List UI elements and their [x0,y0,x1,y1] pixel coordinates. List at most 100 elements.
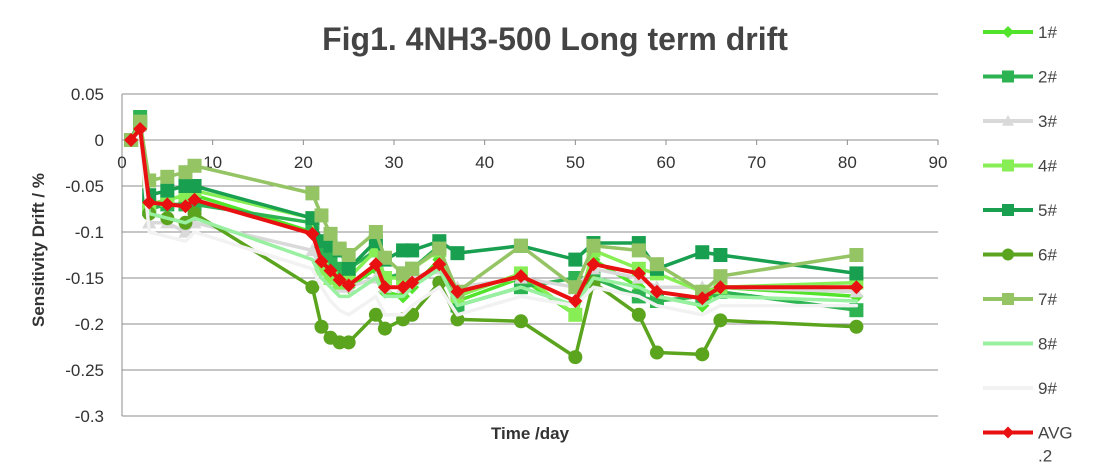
data-point [142,195,157,210]
data-point [323,263,338,278]
y-tick-label: 0 [95,131,104,150]
legend-label: AVG [1038,424,1073,443]
data-point [568,294,583,308]
data-point [133,114,148,129]
data-point [713,248,728,262]
data-point [314,208,329,223]
data-point [631,243,646,258]
series-8 [129,129,859,308]
data-point [341,261,356,276]
legend-label-extra: .2 [1038,447,1052,466]
data-point [450,284,465,299]
chart-title: Fig1. 4NH3-500 Long term drift [322,21,788,57]
data-point [332,272,347,287]
y-tick-label: -0.1 [75,223,104,242]
data-point [341,278,356,293]
data-point [405,275,420,290]
legend-item: AVG .2 [983,424,1073,466]
legend-item: 5# [983,201,1057,220]
data-point [432,241,447,256]
legend-swatch-marker [1002,26,1014,38]
legend: 1# 2# 3# 4# 5# 6# 7# 8# 9# AVG .2 [983,23,1073,466]
data-point [187,179,202,193]
legend-item: 1# [983,23,1057,42]
data-point [849,266,864,281]
data-point [124,133,139,147]
data-point [649,257,664,272]
data-point [314,319,329,334]
data-point [341,335,356,350]
data-point [368,257,383,272]
data-point [568,350,583,365]
data-point [377,280,392,295]
legend-swatch-marker [1002,159,1014,172]
data-point [178,199,193,214]
series-9 [129,133,859,317]
data-point [713,280,728,295]
legend-label: 3# [1038,112,1057,131]
y-tick-label: -0.05 [65,177,104,196]
data-point [187,206,202,221]
data-point [695,245,710,260]
x-tick-label: 80 [838,153,857,172]
series-line [129,129,859,308]
data-point [377,250,392,265]
legend-item: 3# [983,112,1057,131]
data-point [631,307,646,322]
data-point [586,257,601,272]
legend-swatch-marker [1002,293,1014,305]
y-tick-label: -0.15 [65,269,104,288]
data-point [513,238,528,253]
data-point [323,226,338,241]
legend-swatch-marker [1002,115,1014,126]
x-tick-label: 0 [117,153,126,172]
data-point [713,269,728,284]
data-point [568,307,583,322]
legend-label: 1# [1038,23,1057,42]
y-tick-label: 0.05 [71,85,104,104]
series-line [129,119,859,294]
x-tick-label: 50 [566,153,585,172]
data-point [368,225,383,239]
y-tick-label: -0.25 [65,361,104,380]
series-line [129,133,859,317]
data-point [450,246,465,261]
series-1 [124,114,864,322]
legend-item: 9# [983,379,1057,398]
legend-label: 9# [1038,379,1057,398]
data-point [178,225,193,238]
data-point [305,280,320,295]
data-point [305,186,320,201]
x-tick-label: 30 [385,153,404,172]
data-point [450,312,465,327]
legend-label: 2# [1038,68,1057,87]
data-point [695,291,710,306]
data-point [568,252,583,267]
legend-swatch-marker [1002,204,1014,216]
data-point [305,226,320,241]
data-point [187,192,202,207]
data-point [160,169,175,184]
series-10 [124,121,864,308]
data-point [160,197,175,212]
legend-label: 4# [1038,157,1057,176]
data-point [849,280,864,295]
legend-label: 7# [1038,290,1057,309]
data-point [187,158,202,173]
legend-label: 6# [1038,246,1057,265]
data-point [405,261,420,276]
data-point [368,307,383,322]
data-point [649,345,664,360]
data-point [513,314,528,329]
x-tick-label: 90 [929,153,948,172]
legend-label: 5# [1038,201,1057,220]
x-tick-label: 70 [747,153,766,172]
series-7 [124,114,864,299]
x-axis-title: Time /day [491,424,570,443]
data-point [586,238,601,253]
legend-item: 4# [983,157,1057,176]
legend-swatch-marker [1002,70,1014,83]
data-point [849,248,864,262]
data-point [160,183,175,198]
axes: 0.050-0.05-0.1-0.15-0.2-0.25-0.30 10 20 30 4… [65,85,947,426]
